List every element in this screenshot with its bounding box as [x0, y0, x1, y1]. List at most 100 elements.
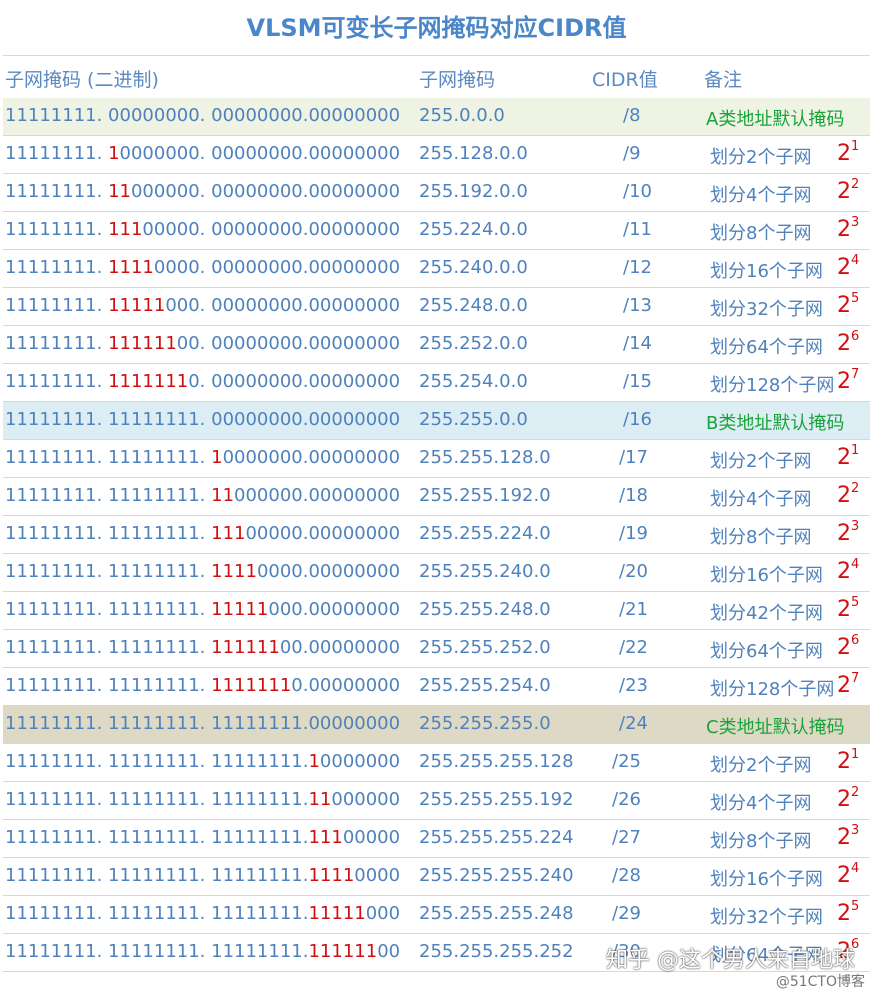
table-row: 11111111. 11111111. 11111110.00000000 255…: [3, 668, 870, 706]
cidr-cell: /16: [623, 409, 652, 430]
decimal-mask-cell: 255.240.0.0: [419, 257, 528, 278]
table-row: 11111111. 11000000. 00000000.00000000 255…: [3, 174, 870, 212]
decimal-mask-cell: 255.254.0.0: [419, 371, 528, 392]
cidr-cell: /29: [612, 903, 641, 924]
power-of-two-label: 22: [837, 177, 860, 204]
power-of-two-label: 21: [837, 443, 860, 470]
cidr-cell: /30: [612, 941, 641, 962]
power-of-two-label: 23: [837, 823, 860, 850]
header-mask: 子网掩码: [419, 69, 496, 91]
cidr-cell: /11: [623, 219, 652, 240]
decimal-mask-cell: 255.255.128.0: [419, 447, 551, 468]
table-row: 11111111. 00000000. 00000000.00000000 255…: [3, 98, 870, 136]
power-of-two-label: 23: [837, 215, 860, 242]
table-row: 11111111. 11111111. 00000000.00000000 255…: [3, 402, 870, 440]
table-row: 11111111. 11111111. 11111111.11100000 255…: [3, 820, 870, 858]
power-of-two-label: 27: [837, 367, 860, 394]
binary-mask-cell: 11111111. 11111000. 00000000.00000000: [5, 295, 401, 316]
table-row: 11111111. 11111111. 11111111.10000000 255…: [3, 744, 870, 782]
cidr-cell: /18: [619, 485, 648, 506]
power-of-two-label: 22: [837, 785, 860, 812]
cidr-cell: /27: [612, 827, 641, 848]
power-of-two-label: 27: [837, 671, 860, 698]
binary-mask-cell: 11111111. 11111111. 11100000.00000000: [5, 523, 401, 544]
decimal-mask-cell: 255.255.252.0: [419, 637, 551, 658]
header-note: 备注: [704, 69, 743, 91]
note-cell: 划分8个子网: [710, 223, 812, 244]
watermark-blog: @51CTO博客: [775, 974, 865, 990]
decimal-mask-cell: 255.0.0.0: [419, 105, 505, 126]
table-row: 11111111. 11110000. 00000000.00000000 255…: [3, 250, 870, 288]
binary-mask-cell: 11111111. 11111111. 11111111.10000000: [5, 751, 401, 772]
header-cidr: CIDR值: [592, 69, 658, 91]
cidr-cell: /13: [623, 295, 652, 316]
cidr-cell: /12: [623, 257, 652, 278]
cidr-cell: /25: [612, 751, 641, 772]
decimal-mask-cell: 255.192.0.0: [419, 181, 528, 202]
note-cell: 划分16个子网: [710, 869, 823, 890]
binary-mask-cell: 11111111. 11111111. 11111100.00000000: [5, 637, 401, 658]
binary-mask-cell: 11111111. 11111111. 10000000.00000000: [5, 447, 401, 468]
table-row: 11111111. 11111111. 11100000.00000000 255…: [3, 516, 870, 554]
note-cell: 划分8个子网: [710, 527, 812, 548]
power-of-two-label: 21: [837, 139, 860, 166]
decimal-mask-cell: 255.255.255.252: [419, 941, 574, 962]
binary-mask-cell: 11111111. 11111111. 11111111.11000000: [5, 789, 401, 810]
note-cell: 划分2个子网: [710, 147, 812, 168]
power-of-two-label: 24: [837, 253, 860, 280]
note-cell: 划分16个子网: [710, 261, 823, 282]
header-binary: 子网掩码 (二进制): [5, 69, 159, 91]
decimal-mask-cell: 255.255.255.0: [419, 713, 551, 734]
note-cell: 划分32个子网: [710, 299, 823, 320]
note-cell: 划分2个子网: [710, 451, 812, 472]
power-of-two-label: 24: [837, 861, 860, 888]
note-cell: B类地址默认掩码: [706, 413, 845, 434]
decimal-mask-cell: 255.255.255.192: [419, 789, 574, 810]
binary-mask-cell: 11111111. 11111111. 11111111.11100000: [5, 827, 401, 848]
power-of-two-label: 21: [837, 747, 860, 774]
note-cell: 划分2个子网: [710, 755, 812, 776]
cidr-cell: /28: [612, 865, 641, 886]
table-row: 11111111. 11111111. 11111111.11000000 255…: [3, 782, 870, 820]
note-cell: 划分42个子网: [710, 603, 823, 624]
note-cell: 划分4个子网: [710, 793, 812, 814]
table-row: 11111111. 11111111. 11111111.00000000 255…: [3, 706, 870, 744]
power-of-two-label: 26: [837, 937, 860, 964]
table-row: 11111111. 11111111. 11111000.00000000 255…: [3, 592, 870, 630]
decimal-mask-cell: 255.255.192.0: [419, 485, 551, 506]
table-row: 11111111. 11111111. 11000000.00000000 255…: [3, 478, 870, 516]
decimal-mask-cell: 255.255.240.0: [419, 561, 551, 582]
note-cell: 划分64个子网: [710, 337, 823, 358]
cidr-cell: /19: [619, 523, 648, 544]
note-cell: 划分4个子网: [710, 489, 812, 510]
decimal-mask-cell: 255.255.255.248: [419, 903, 574, 924]
binary-mask-cell: 11111111. 11111110. 00000000.00000000: [5, 371, 401, 392]
table-row: 11111111. 10000000. 00000000.00000000 255…: [3, 136, 870, 174]
table-row: 11111111. 11111111. 10000000.00000000 255…: [3, 440, 870, 478]
decimal-mask-cell: 255.255.254.0: [419, 675, 551, 696]
power-of-two-label: 26: [837, 329, 860, 356]
binary-mask-cell: 11111111. 11111111. 11111111.00000000: [5, 713, 401, 734]
power-of-two-label: 26: [837, 633, 860, 660]
decimal-mask-cell: 255.255.255.128: [419, 751, 574, 772]
table-header: 子网掩码 (二进制) 子网掩码 CIDR值 备注: [3, 55, 870, 99]
binary-mask-cell: 11111111. 11111100. 00000000.00000000: [5, 333, 401, 354]
binary-mask-cell: 11111111. 11111111. 11110000.00000000: [5, 561, 401, 582]
binary-mask-cell: 11111111. 00000000. 00000000.00000000: [5, 105, 401, 126]
decimal-mask-cell: 255.252.0.0: [419, 333, 528, 354]
table-row: 11111111. 11111111. 11111111.11111000 255…: [3, 896, 870, 934]
cidr-cell: /26: [612, 789, 641, 810]
decimal-mask-cell: 255.255.255.240: [419, 865, 574, 886]
page-title: VLSM可变长子网掩码对应CIDR值: [246, 14, 627, 42]
binary-mask-cell: 11111111. 11111111. 11111111.11110000: [5, 865, 401, 886]
cidr-cell: /14: [623, 333, 652, 354]
note-cell: 划分16个子网: [710, 565, 823, 586]
note-cell: C类地址默认掩码: [706, 717, 845, 738]
table-row: 11111111. 11100000. 00000000.00000000 255…: [3, 212, 870, 250]
cidr-cell: /9: [623, 143, 641, 164]
binary-mask-cell: 11111111. 11111111. 11111000.00000000: [5, 599, 401, 620]
decimal-mask-cell: 255.255.255.224: [419, 827, 574, 848]
note-cell: 划分32个子网: [710, 907, 823, 928]
decimal-mask-cell: 255.224.0.0: [419, 219, 528, 240]
decimal-mask-cell: 255.255.0.0: [419, 409, 528, 430]
